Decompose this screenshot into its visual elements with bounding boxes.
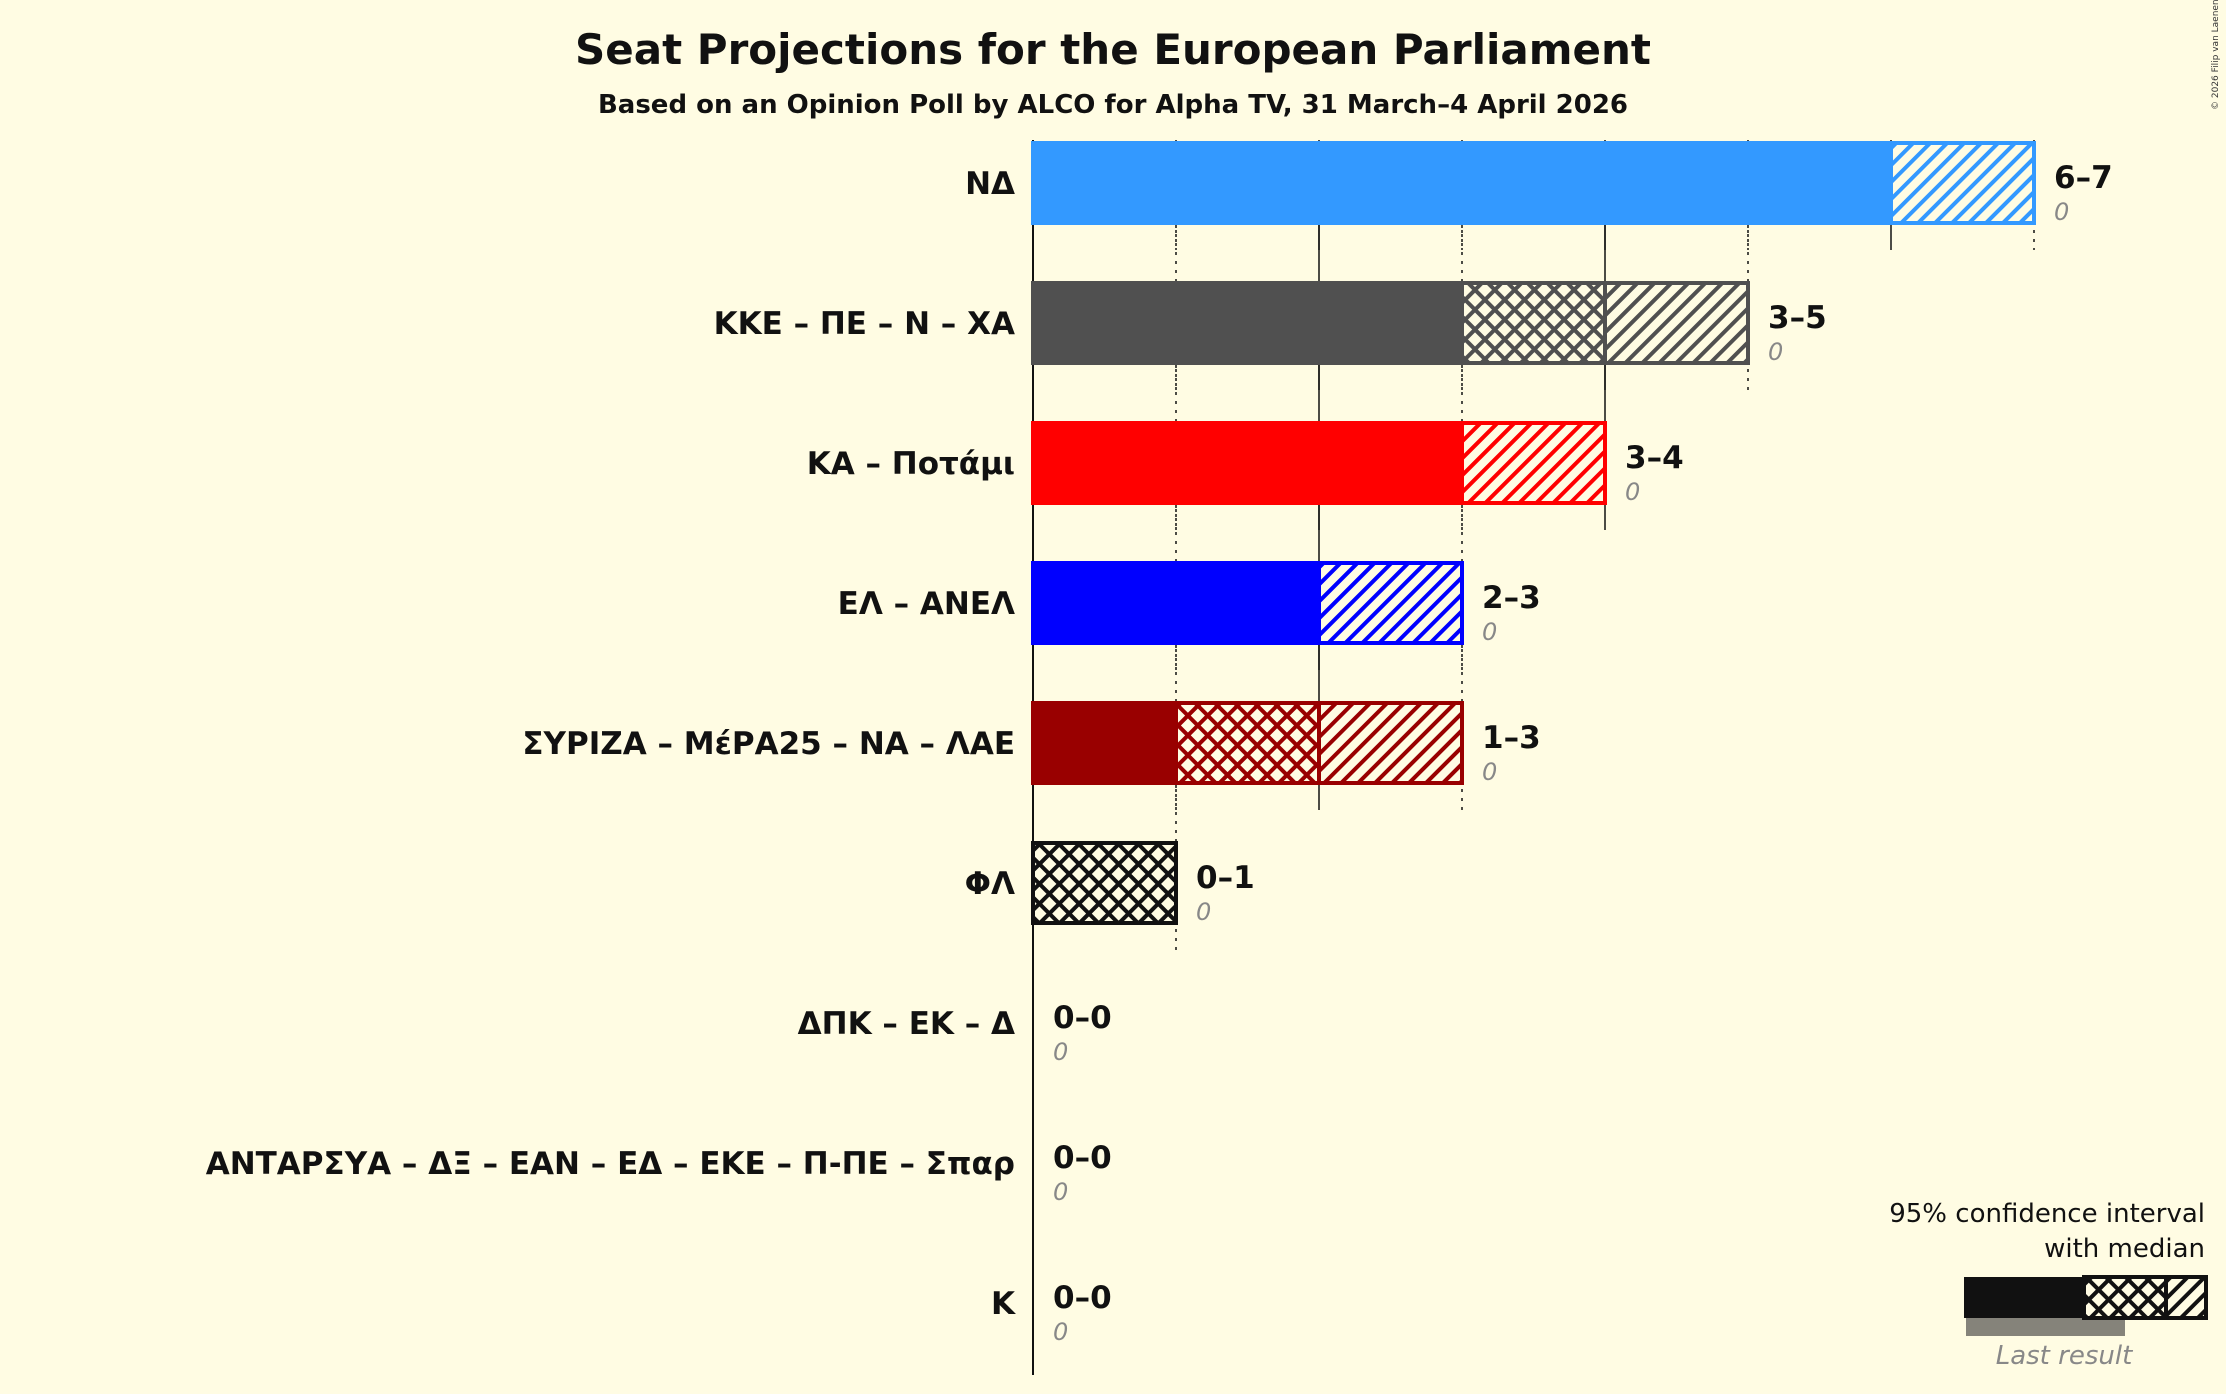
legend-line1: 95% confidence interval (1889, 1199, 2205, 1229)
party-row: ΔΠΚ – ΕΚ – Δ 0–00 (798, 1000, 1112, 1066)
bar-solid (1033, 281, 1462, 365)
range-label: 0–0 (1053, 1140, 1112, 1176)
party-row: Κ 0–00 (991, 1280, 1112, 1346)
legend-line2: with median (2044, 1234, 2205, 1264)
bar-outline (1031, 421, 1607, 505)
legend-last-result-bar (1966, 1318, 2125, 1336)
last-result-label: 0 (1053, 1178, 1068, 1206)
bar-outline (1031, 561, 1464, 645)
chart-title: Seat Projections for the European Parlia… (575, 25, 1651, 74)
last-result-label: 0 (1196, 898, 1211, 926)
bar-outline (1031, 141, 2036, 225)
party-label: ΔΠΚ – ΕΚ – Δ (798, 1006, 1015, 1042)
legend-solid (1964, 1277, 2084, 1318)
bar-hatch (1889, 141, 2036, 225)
party-row: ΚΚΕ – ΠΕ – Ν – ΧΑ 3–50 (714, 281, 1827, 366)
party-label: ΚΑ – Ποτάμι (807, 446, 1015, 482)
party-label: ΑΝΤΑΡΣΥΑ – ΔΞ – ΕΑΝ – ΕΔ – ΕΚΕ – Π-ΠΕ – … (206, 1146, 1015, 1182)
range-label: 1–3 (1482, 720, 1541, 756)
party-label: ΚΚΕ – ΠΕ – Ν – ΧΑ (714, 306, 1015, 342)
bar-hatch (1460, 421, 1607, 505)
chart-subtitle: Based on an Opinion Poll by ALCO for Alp… (598, 90, 1628, 120)
party-row: ΕΛ – ΑΝΕΛ 2–30 (838, 561, 1541, 646)
legend: 95% confidence interval with median Last… (1889, 1199, 2208, 1371)
range-label: 0–1 (1196, 860, 1255, 896)
party-label: ΣΥΡΙΖΑ – ΜέΡΑ25 – ΝΑ – ΛΑΕ (522, 726, 1015, 762)
bar-hatch (1317, 561, 1464, 645)
bar-solid (1033, 421, 1462, 505)
last-result-label: 0 (2054, 198, 2069, 226)
bar-solid (1033, 561, 1319, 645)
party-label: ΕΛ – ΑΝΕΛ (838, 586, 1015, 622)
bar-hatch (1317, 701, 1464, 785)
legend-hatch (2164, 1275, 2208, 1320)
party-row: ΦΛ 0–10 (965, 841, 1255, 926)
party-row: ΚΑ – Ποτάμι 3–40 (807, 421, 1684, 506)
legend-last-result: Last result (1996, 1341, 2133, 1371)
copyright: © 2026 Filip van Laenen (2211, 0, 2221, 110)
last-result-label: 0 (1625, 478, 1640, 506)
bar-solid (1033, 141, 1891, 225)
range-label: 2–3 (1482, 580, 1541, 616)
legend-crosshatch (2082, 1275, 2168, 1320)
bar-crosshatch (1460, 281, 1607, 365)
bar-solid (1033, 701, 1176, 785)
last-result-label: 0 (1053, 1038, 1068, 1066)
party-row: ΑΝΤΑΡΣΥΑ – ΔΞ – ΕΑΝ – ΕΔ – ΕΚΕ – Π-ΠΕ – … (206, 1140, 1112, 1206)
last-result-label: 0 (1768, 338, 1783, 366)
range-label: 3–5 (1768, 300, 1827, 336)
bar-outline (1031, 281, 1750, 365)
range-label: 0–0 (1053, 1280, 1112, 1316)
party-label: Κ (991, 1286, 1016, 1322)
last-result-label: 0 (1482, 618, 1497, 646)
bar-hatch (1603, 281, 1750, 365)
party-row: ΣΥΡΙΖΑ – ΜέΡΑ25 – ΝΑ – ΛΑΕ 1–30 (522, 701, 1541, 786)
bar-crosshatch (1174, 701, 1321, 785)
party-label: ΦΛ (965, 866, 1015, 902)
last-result-label: 0 (1053, 1318, 1068, 1346)
bar-outline (1031, 841, 1178, 925)
range-label: 6–7 (2054, 160, 2113, 196)
range-label: 0–0 (1053, 1000, 1112, 1036)
bar-crosshatch (1031, 841, 1178, 925)
bar-outline (1031, 701, 1464, 785)
range-label: 3–4 (1625, 440, 1684, 476)
party-row: ΝΔ 6–70 (965, 141, 2113, 226)
party-label: ΝΔ (965, 166, 1015, 202)
last-result-label: 0 (1482, 758, 1497, 786)
